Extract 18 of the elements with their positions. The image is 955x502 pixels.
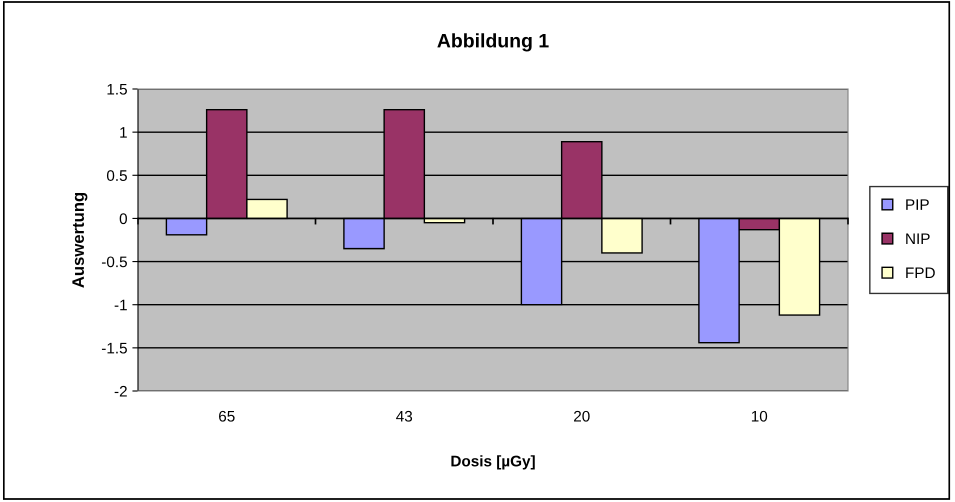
x-tick-label: 20 bbox=[574, 410, 590, 422]
y-tick-label: -2 bbox=[114, 386, 127, 397]
y-axis-title: Auswertung bbox=[72, 192, 88, 288]
legend-label: FPD bbox=[906, 268, 935, 278]
y-tick-label: 0.5 bbox=[106, 170, 127, 181]
y-tick-label: -1 bbox=[114, 300, 127, 310]
y-tick-label: -1.5 bbox=[102, 342, 127, 354]
legend-label: NIP bbox=[906, 233, 930, 244]
y-tick-label: 1.5 bbox=[108, 84, 127, 95]
y-tick-label: 1 bbox=[120, 127, 127, 138]
legend-label: PIP bbox=[906, 199, 929, 210]
y-tick-label: 0 bbox=[120, 213, 127, 224]
x-tick-label: 65 bbox=[219, 410, 235, 422]
x-tick-label: 10 bbox=[752, 410, 768, 422]
y-tick-label: -0.5 bbox=[102, 256, 127, 268]
chart-title: Abbildung 1 bbox=[437, 33, 549, 52]
x-tick-label: 43 bbox=[396, 410, 412, 422]
x-axis-title: Dosis [µGy] bbox=[451, 455, 535, 470]
